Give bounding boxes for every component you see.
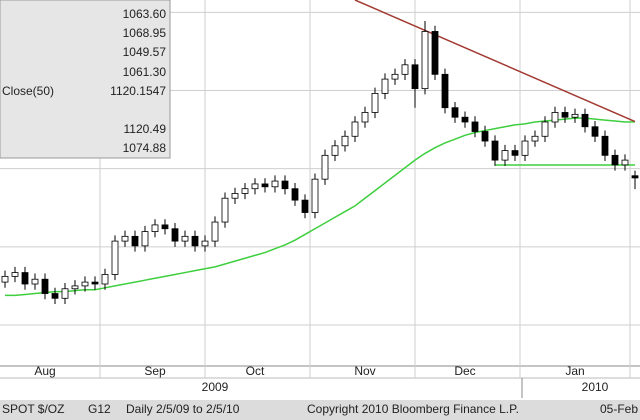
candle-body bbox=[51, 293, 59, 299]
candle-body bbox=[591, 126, 599, 137]
ma-name: Close(50) bbox=[2, 84, 54, 98]
candle-body bbox=[81, 281, 89, 287]
candle-body bbox=[131, 235, 139, 247]
candle-body bbox=[551, 112, 559, 123]
candle-body bbox=[141, 231, 149, 247]
footer-ticker: SPOT $/OZ bbox=[2, 402, 64, 416]
candle-body bbox=[261, 183, 269, 188]
candle-body bbox=[171, 228, 179, 242]
candle-body bbox=[581, 113, 589, 128]
footer-band bbox=[0, 400, 640, 420]
year-label: 2009 bbox=[202, 380, 229, 394]
resistance-value: 1120.49 bbox=[124, 122, 167, 136]
candle-body bbox=[71, 285, 79, 290]
candle-body bbox=[251, 183, 259, 190]
x-tick-label: Sep bbox=[144, 364, 166, 378]
candle-body bbox=[191, 235, 199, 247]
candle-body bbox=[401, 64, 409, 75]
candle-body bbox=[201, 240, 209, 247]
candle-body bbox=[511, 150, 519, 156]
candle-body bbox=[521, 140, 529, 156]
candle-body bbox=[631, 175, 639, 179]
candle-body bbox=[531, 135, 539, 142]
footer-date: 05-Feb bbox=[600, 402, 638, 416]
candle-body bbox=[11, 272, 19, 277]
year-label: 2010 bbox=[582, 380, 609, 394]
footer-range: Daily 2/5/09 to 2/5/10 bbox=[126, 402, 240, 416]
candle-body bbox=[91, 281, 99, 285]
candle-body bbox=[121, 235, 129, 242]
candle-body bbox=[601, 135, 609, 156]
resistance-line bbox=[354, 0, 636, 123]
x-tick-label: Aug bbox=[34, 364, 55, 378]
candle-body bbox=[151, 224, 159, 232]
candle-body bbox=[111, 240, 119, 275]
candle-body bbox=[31, 278, 39, 285]
candle-body bbox=[561, 112, 569, 118]
candle-body bbox=[461, 116, 469, 123]
candle-body bbox=[451, 107, 459, 118]
candle-body bbox=[181, 235, 189, 242]
candle-body bbox=[321, 154, 329, 180]
candle-body bbox=[361, 112, 369, 123]
candle-body bbox=[1, 275, 9, 283]
candle-body bbox=[381, 78, 389, 94]
candle-body bbox=[571, 113, 579, 118]
footer-copyright: Copyright 2010 Bloomberg Finance L.P. bbox=[307, 402, 519, 416]
candle-body bbox=[61, 288, 69, 299]
candle-body bbox=[371, 92, 379, 113]
info-low: 1049.57 bbox=[123, 45, 167, 59]
plot-area bbox=[0, 0, 640, 378]
moving-average-line bbox=[5, 117, 636, 297]
candle-body bbox=[471, 121, 479, 132]
ma-value: 1120.1547 bbox=[110, 84, 166, 98]
candle-body bbox=[501, 150, 509, 161]
info-close: 1061.30 bbox=[123, 65, 167, 79]
candle-body bbox=[161, 224, 169, 230]
candle-body bbox=[611, 154, 619, 166]
candle-body bbox=[431, 31, 439, 75]
candle-body bbox=[481, 131, 489, 142]
x-tick-label: Jan bbox=[565, 364, 584, 378]
candle-body bbox=[541, 121, 549, 137]
candle-body bbox=[391, 73, 399, 80]
candle-body bbox=[231, 193, 239, 199]
footer-code: G12 bbox=[88, 402, 111, 416]
candle-body bbox=[211, 221, 219, 242]
x-tick-label: Nov bbox=[354, 364, 375, 378]
candle-body bbox=[421, 31, 429, 90]
candle-body bbox=[101, 274, 109, 285]
info-open: 1063.60 bbox=[123, 7, 167, 21]
candle-body bbox=[621, 159, 629, 166]
candle-body bbox=[311, 178, 319, 213]
candle-body bbox=[301, 199, 309, 213]
candle-body bbox=[271, 180, 279, 188]
candle-body bbox=[221, 197, 229, 223]
info-high: 1068.95 bbox=[123, 26, 167, 40]
candle-body bbox=[291, 188, 299, 201]
info-box bbox=[0, 0, 171, 159]
candle-body bbox=[351, 121, 359, 137]
candle-body bbox=[341, 135, 349, 147]
candle-body bbox=[491, 140, 499, 161]
candle-body bbox=[281, 180, 289, 190]
candle-body bbox=[41, 278, 49, 294]
x-tick-label: Oct bbox=[246, 364, 265, 378]
candle-body bbox=[331, 145, 339, 156]
candle-body bbox=[441, 73, 449, 109]
candle-body bbox=[21, 272, 29, 285]
candle-body bbox=[411, 64, 419, 90]
x-tick-label: Dec bbox=[454, 364, 475, 378]
support-value: 1074.88 bbox=[123, 141, 167, 155]
candle-body bbox=[241, 188, 249, 194]
